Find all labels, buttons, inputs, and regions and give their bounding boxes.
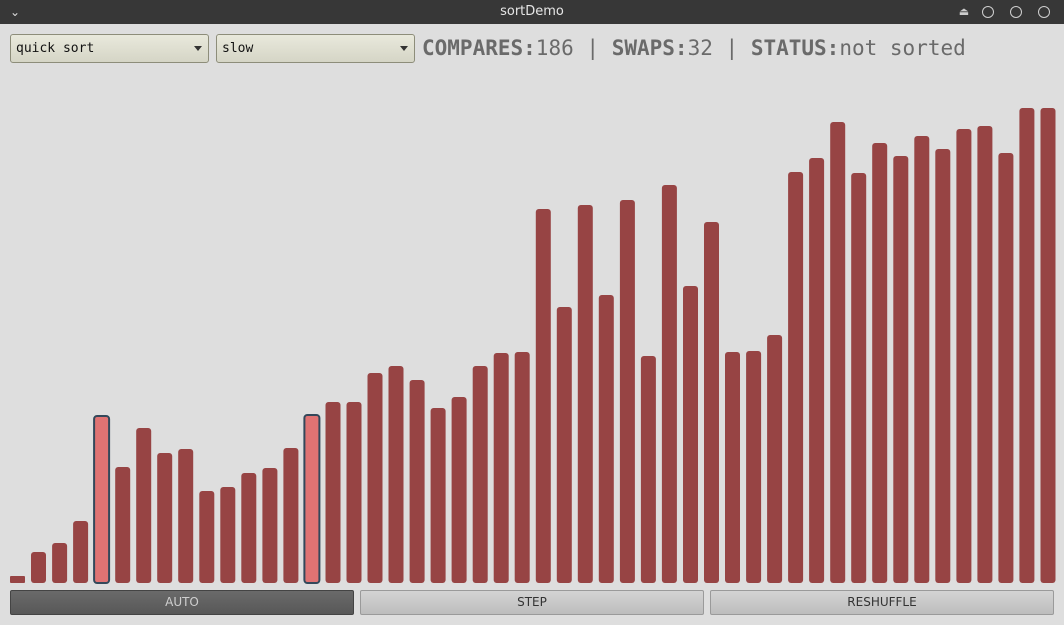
bar-highlighted: [303, 414, 321, 584]
bar: [409, 380, 425, 583]
bar: [788, 172, 804, 583]
bar: [872, 143, 888, 583]
bar: [683, 286, 698, 583]
bar: [178, 449, 194, 583]
bar: [115, 467, 131, 583]
bar: [577, 205, 593, 583]
bar-highlighted: [93, 415, 111, 584]
bar: [262, 468, 278, 583]
bar: [136, 428, 152, 583]
close-icon[interactable]: [1038, 6, 1050, 18]
maximize-icon[interactable]: [1010, 6, 1022, 18]
title-bar: ⌄ sortDemo ⏏: [0, 0, 1064, 24]
bar: [157, 453, 173, 583]
bar: [451, 397, 467, 583]
bar: [430, 408, 446, 583]
bar: [746, 351, 762, 583]
speed-select-value: slow: [222, 41, 254, 56]
separator: |: [725, 36, 739, 60]
bar: [1019, 108, 1035, 583]
separator: |: [586, 36, 600, 60]
bar: [704, 222, 719, 583]
reshuffle-button[interactable]: RESHUFFLE: [710, 590, 1054, 615]
step-button[interactable]: STEP: [360, 590, 704, 615]
bar: [52, 543, 68, 583]
status-label: STATUS:: [750, 36, 840, 60]
shade-icon[interactable]: ⏏: [958, 5, 970, 18]
bar: [535, 209, 551, 583]
bar: [199, 491, 215, 583]
bar: [619, 200, 635, 583]
bar: [851, 173, 867, 583]
window-menu-chevron-icon[interactable]: ⌄: [9, 5, 21, 19]
bar: [73, 521, 89, 583]
status-value: not sorted: [839, 36, 966, 60]
algorithm-select-value: quick sort: [16, 41, 95, 56]
bar: [367, 373, 383, 583]
bar: [283, 448, 299, 583]
minimize-icon[interactable]: [982, 6, 994, 18]
bar: [914, 136, 930, 583]
bar: [493, 353, 509, 583]
compares-value: 186: [535, 36, 574, 60]
bar: [556, 307, 572, 583]
bar: [661, 185, 677, 583]
bar: [388, 366, 404, 583]
bar-chart: [10, 108, 1056, 584]
compares-label: COMPARES:: [422, 36, 536, 60]
bar: [325, 402, 341, 583]
speed-select[interactable]: slow: [216, 34, 415, 63]
window-title: sortDemo: [500, 4, 564, 19]
chevron-down-icon: [400, 46, 408, 51]
bar: [725, 352, 740, 583]
bar: [956, 129, 972, 583]
stats-readout: COMPARES:186 | SWAPS:32 | STATUS:not sor…: [422, 34, 966, 63]
bar: [346, 402, 362, 583]
bar: [472, 366, 488, 583]
bar: [514, 352, 530, 583]
bar: [241, 473, 257, 583]
bar: [598, 295, 614, 583]
chevron-down-icon: [194, 46, 202, 51]
bar: [935, 149, 951, 583]
bar: [767, 335, 783, 583]
bar: [1040, 108, 1056, 583]
bar: [809, 158, 825, 583]
bar: [977, 126, 993, 583]
bar: [998, 153, 1014, 583]
bar: [830, 122, 846, 583]
bar: [31, 552, 46, 583]
bar: [640, 356, 656, 583]
bar: [10, 576, 25, 583]
algorithm-select[interactable]: quick sort: [10, 34, 209, 63]
auto-button[interactable]: AUTO: [10, 590, 354, 615]
bar: [893, 156, 909, 583]
swaps-value: 32: [687, 36, 713, 60]
bar: [220, 487, 236, 583]
swaps-label: SWAPS:: [611, 36, 688, 60]
